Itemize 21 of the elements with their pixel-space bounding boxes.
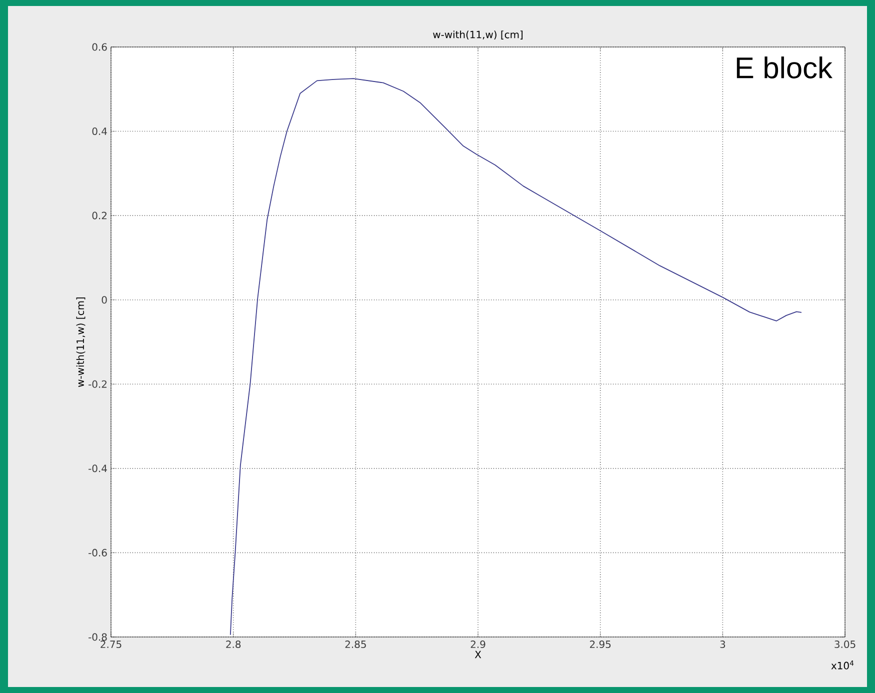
line-series [230, 78, 802, 636]
y-tick-label: 0 [102, 296, 107, 304]
y-tick-label: -0.6 [88, 548, 107, 556]
y-tick-label: 0.6 [92, 43, 107, 51]
x-tick-label: 2.9 [470, 640, 486, 648]
y-tick-label: -0.4 [88, 464, 107, 472]
annotation: E block [736, 56, 832, 78]
y-tick-label: 0.4 [92, 127, 107, 136]
chart-title: w-with(11,w) [cm] [433, 30, 523, 40]
y-axis-title: w-with(11,w) [cm] [76, 297, 86, 387]
x-axis-title: X [474, 650, 482, 658]
text: x10$^{4}$ [831, 660, 854, 670]
x-tick-label: 2.8 [226, 640, 241, 648]
x-tick-label: 3.05 [834, 640, 856, 648]
x-tick-label: 2.85 [345, 640, 366, 648]
y-tick-label: -0.8 [88, 633, 107, 641]
y-tick-label: 0.2 [92, 212, 106, 220]
x-tick-label: 2.75 [100, 640, 122, 648]
x-tick-label: 3 [720, 640, 726, 648]
x-tick-label: 2.95 [590, 640, 611, 648]
y-tick-label: -0.2 [88, 380, 106, 388]
